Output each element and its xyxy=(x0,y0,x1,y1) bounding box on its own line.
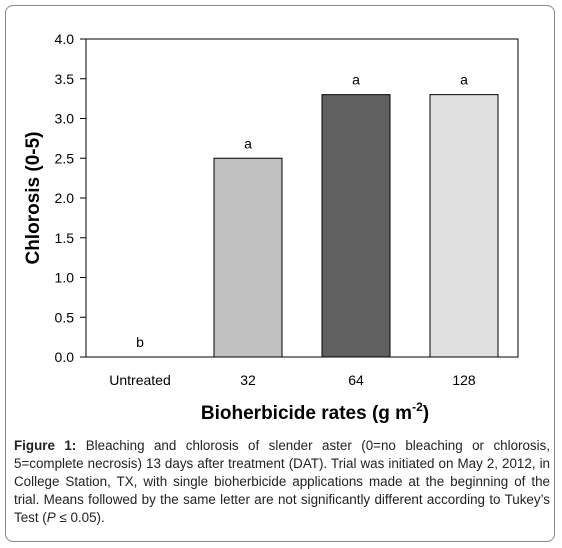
x-tick-label: Untreated xyxy=(109,372,170,388)
y-tick-label: 3.5 xyxy=(55,71,75,87)
significance-letter: a xyxy=(460,72,468,88)
y-tick-label: 1.0 xyxy=(55,270,75,286)
y-tick-label: 2.0 xyxy=(55,190,75,206)
caption-label: Figure 1: xyxy=(14,438,77,453)
x-tick-label: 128 xyxy=(452,372,476,388)
bar xyxy=(321,94,391,358)
x-axis-title-superscript: -2 xyxy=(412,400,423,414)
y-tick-label: 0.0 xyxy=(55,349,75,365)
bar xyxy=(213,157,283,358)
plot-area: 0.0 0.5 1.0 1.5 2.0 2.5 3.0 3.5 4.0 b Untreated a 32… xyxy=(55,31,519,388)
caption-p-symbol: P xyxy=(46,510,56,525)
y-tick-label: 2.5 xyxy=(55,150,75,166)
significance-letter: a xyxy=(244,135,252,151)
x-axis-title: Bioherbicide rates (g m-2) xyxy=(201,400,429,424)
y-tick-label: 1.5 xyxy=(55,230,75,246)
y-tick-label: 0.5 xyxy=(55,309,75,325)
y-tick-label: 3.0 xyxy=(55,111,75,127)
y-axis-title: Chlorosis (0-5) xyxy=(23,131,44,264)
x-axis-title-main: Bioherbicide rates (g m xyxy=(201,403,412,424)
bar xyxy=(429,94,499,358)
y-tick-label: 4.0 xyxy=(55,31,75,47)
significance-letter: a xyxy=(352,72,360,88)
caption-text-end: ≤ 0.05). xyxy=(55,510,105,525)
caption-text: Bleaching and chlorosis of slender aster… xyxy=(14,438,551,525)
figure-caption: Figure 1: Bleaching and chlorosis of sle… xyxy=(14,437,550,527)
x-axis-title-suffix: ) xyxy=(423,403,429,424)
x-tick-label: 32 xyxy=(240,372,256,388)
significance-letter: b xyxy=(136,334,144,350)
x-tick-label: 64 xyxy=(348,372,364,388)
